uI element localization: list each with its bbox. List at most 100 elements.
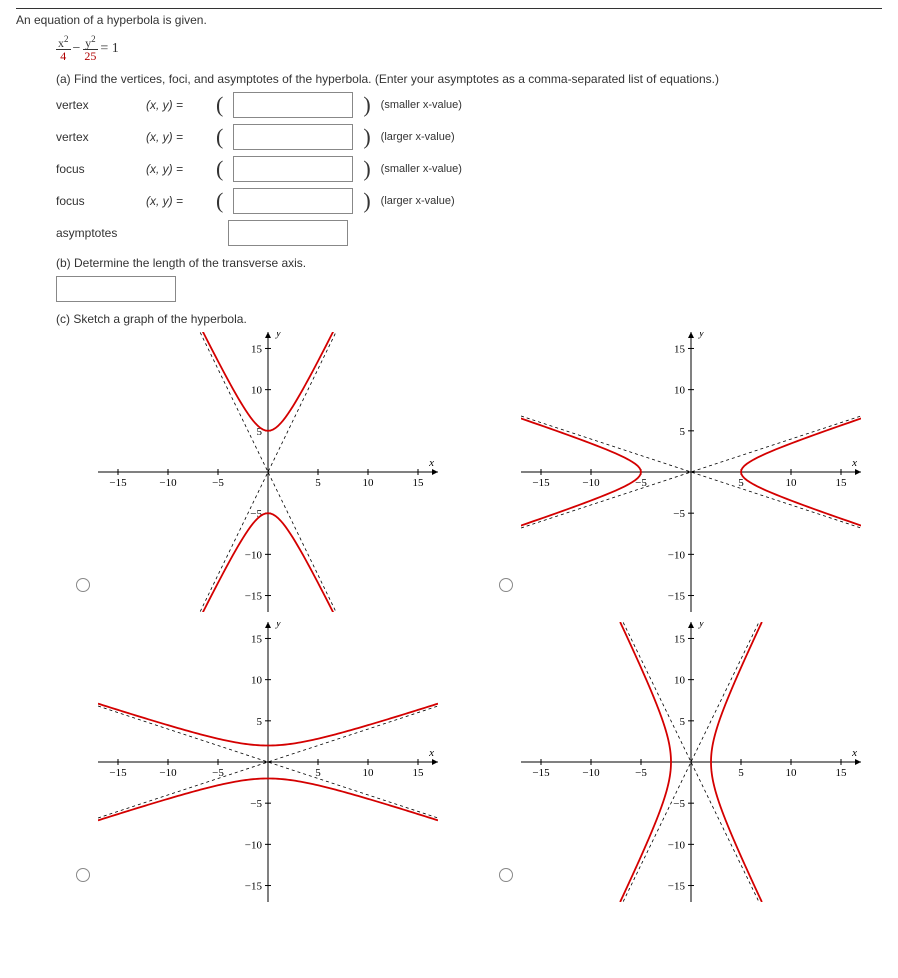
- close-paren-icon: ): [363, 158, 370, 180]
- close-paren-icon: ): [363, 126, 370, 148]
- svg-text:−5: −5: [250, 798, 262, 810]
- row-label: focus: [56, 194, 136, 208]
- vertex-input-0[interactable]: [233, 92, 353, 118]
- svg-text:−5: −5: [635, 767, 647, 779]
- svg-text:10: 10: [674, 385, 686, 397]
- focus-input-2[interactable]: [233, 156, 353, 182]
- answer-row-1: vertex(x, y) =()(larger x-value): [56, 124, 882, 150]
- svg-text:15: 15: [413, 767, 425, 779]
- graph-option-2: −15−10−551015−15−10−551015xy: [76, 622, 459, 902]
- svg-text:−10: −10: [582, 767, 600, 779]
- row-label: focus: [56, 162, 136, 176]
- hyperbola-graph-0: −15−10−551015−15−10−551015xy: [98, 332, 438, 612]
- graph-option-0: −15−10−551015−15−10−551015xy: [76, 332, 459, 612]
- svg-text:10: 10: [674, 675, 686, 687]
- graph-choices: −15−10−551015−15−10−551015xy−15−10−55101…: [76, 332, 882, 902]
- svg-text:5: 5: [315, 477, 321, 489]
- svg-text:15: 15: [674, 343, 686, 355]
- svg-text:−10: −10: [159, 477, 177, 489]
- hint-note: (smaller x-value): [381, 99, 462, 111]
- svg-text:−5: −5: [250, 508, 262, 520]
- svg-text:x: x: [428, 747, 434, 759]
- svg-text:−15: −15: [245, 881, 263, 893]
- svg-text:−5: −5: [212, 767, 224, 779]
- answer-row-0: vertex (x, y) = () (smaller x-value): [56, 92, 882, 118]
- graph-option-3: −15−10−551015−15−10−551015xy: [499, 622, 882, 902]
- hint-note: (smaller x-value): [381, 163, 462, 175]
- open-paren-icon: (: [216, 190, 223, 212]
- answer-row-3: focus (x, y) = () (larger x-value): [56, 188, 882, 214]
- svg-text:−10: −10: [159, 767, 177, 779]
- svg-text:−5: −5: [212, 477, 224, 489]
- part-a-prompt: (a) Find the vertices, foci, and asympto…: [56, 72, 882, 86]
- graph-radio-1[interactable]: [499, 578, 513, 592]
- svg-text:−10: −10: [245, 839, 263, 851]
- svg-text:5: 5: [315, 767, 321, 779]
- svg-text:x: x: [428, 457, 434, 469]
- svg-text:10: 10: [251, 385, 263, 397]
- svg-text:−10: −10: [668, 839, 686, 851]
- svg-text:y: y: [698, 622, 704, 629]
- svg-text:y: y: [275, 332, 281, 339]
- part-b-prompt: (b) Determine the length of the transver…: [56, 256, 882, 270]
- svg-text:15: 15: [836, 477, 848, 489]
- open-paren-icon: (: [216, 158, 223, 180]
- minus-op: −: [73, 41, 81, 57]
- svg-text:5: 5: [680, 716, 686, 728]
- open-paren-icon: (: [216, 94, 223, 116]
- answer-row-2: focus (x, y) = () (smaller x-value): [56, 156, 882, 182]
- xy-label: (x, y) =: [146, 130, 206, 144]
- svg-text:−10: −10: [245, 549, 263, 561]
- svg-text:y: y: [698, 332, 704, 339]
- hyperbola-graph-1: −15−10−551015−15−10−551015xy: [521, 332, 861, 612]
- svg-text:−15: −15: [532, 477, 550, 489]
- problem-title: An equation of a hyperbola is given.: [16, 13, 207, 27]
- svg-text:−5: −5: [673, 508, 685, 520]
- row-label: vertex: [56, 98, 136, 112]
- svg-text:−15: −15: [109, 477, 127, 489]
- svg-text:15: 15: [836, 767, 848, 779]
- svg-text:5: 5: [738, 767, 744, 779]
- xy-label: (x, y) =: [146, 98, 206, 112]
- graph-radio-3[interactable]: [499, 868, 513, 882]
- svg-text:5: 5: [257, 716, 263, 728]
- svg-text:10: 10: [363, 477, 375, 489]
- svg-text:−10: −10: [582, 477, 600, 489]
- svg-text:y: y: [275, 622, 281, 629]
- hyperbola-graph-3: −15−10−551015−15−10−551015xy: [521, 622, 861, 902]
- svg-text:−15: −15: [532, 767, 550, 779]
- svg-text:5: 5: [738, 477, 744, 489]
- equation: x2 4 − y2 25 = 1: [56, 35, 882, 62]
- svg-text:10: 10: [251, 675, 263, 687]
- vertex-input-1[interactable]: [233, 124, 353, 150]
- svg-text:15: 15: [251, 343, 263, 355]
- svg-text:x: x: [851, 747, 857, 759]
- svg-text:−15: −15: [668, 881, 686, 893]
- svg-text:10: 10: [786, 767, 798, 779]
- svg-text:15: 15: [413, 477, 425, 489]
- xy-label: (x, y) =: [146, 194, 206, 208]
- problem-header: An equation of a hyperbola is given.: [16, 8, 882, 27]
- close-paren-icon: ): [363, 190, 370, 212]
- equals-one: = 1: [100, 41, 118, 57]
- svg-text:−15: −15: [109, 767, 127, 779]
- answer-row-4: asymptotes: [56, 220, 882, 246]
- open-paren-icon: (: [216, 126, 223, 148]
- row-label: vertex: [56, 130, 136, 144]
- svg-text:10: 10: [363, 767, 375, 779]
- asymptotes-input[interactable]: [228, 220, 348, 246]
- part-c-prompt: (c) Sketch a graph of the hyperbola.: [56, 312, 882, 326]
- term1: x2 4: [56, 35, 71, 62]
- term2: y2 25: [82, 35, 98, 62]
- graph-radio-2[interactable]: [76, 868, 90, 882]
- hint-note: (larger x-value): [381, 195, 455, 207]
- focus-input-3[interactable]: [233, 188, 353, 214]
- close-paren-icon: ): [363, 94, 370, 116]
- graph-radio-0[interactable]: [76, 578, 90, 592]
- svg-text:−15: −15: [245, 591, 263, 603]
- xy-label: (x, y) =: [146, 162, 206, 176]
- transverse-length-input[interactable]: [56, 276, 176, 302]
- svg-text:15: 15: [674, 633, 686, 645]
- svg-text:5: 5: [680, 426, 686, 438]
- hyperbola-graph-2: −15−10−551015−15−10−551015xy: [98, 622, 438, 902]
